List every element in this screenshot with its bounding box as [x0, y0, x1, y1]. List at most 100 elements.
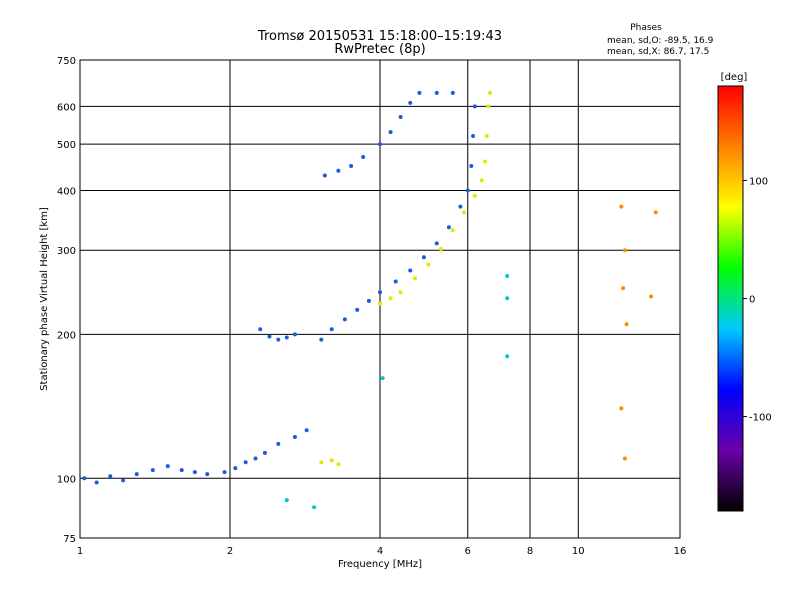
data-point	[412, 276, 417, 281]
data-point	[450, 228, 455, 233]
data-point	[121, 478, 126, 483]
data-point	[408, 100, 413, 105]
data-point	[653, 210, 658, 215]
data-point	[165, 464, 170, 469]
data-point	[462, 210, 467, 215]
data-point	[222, 470, 227, 475]
data-point	[408, 268, 413, 273]
phases-line-o: mean, sd,O: -89.5, 16.9	[607, 36, 714, 46]
y-tick-label: 100	[57, 474, 76, 485]
y-axis-label: Stationary phase Virtual Height [km]	[39, 207, 50, 391]
data-point	[471, 134, 476, 139]
data-point	[292, 332, 297, 337]
data-point	[276, 441, 281, 446]
grid-layer	[79, 59, 681, 539]
data-point	[479, 178, 484, 183]
data-point	[458, 204, 463, 209]
data-point	[284, 498, 289, 503]
phases-heading: Phases	[630, 23, 662, 33]
data-point	[322, 173, 327, 178]
data-point	[483, 159, 488, 164]
y-tick-label: 750	[57, 56, 76, 67]
data-point	[205, 472, 210, 477]
data-point	[361, 155, 366, 160]
data-point	[253, 456, 258, 461]
data-point	[388, 296, 393, 301]
data-point	[619, 204, 624, 209]
colorbar-ticks: 100 0 -100	[743, 176, 772, 424]
data-point	[488, 90, 493, 95]
data-point	[378, 290, 382, 295]
x-tick-label: 8	[527, 546, 533, 557]
data-point	[434, 241, 439, 246]
data-point	[258, 327, 263, 332]
data-point	[319, 460, 324, 465]
y-tick-label: 400	[57, 186, 76, 197]
data-point	[342, 317, 347, 322]
data-point	[355, 307, 360, 312]
data-point	[304, 428, 309, 433]
data-point	[472, 104, 477, 109]
data-point	[82, 476, 87, 481]
data-point	[434, 90, 439, 95]
y-tick-label: 500	[57, 140, 76, 151]
data-point	[192, 470, 197, 475]
data-point	[417, 90, 422, 95]
x-tick-label: 4	[377, 546, 383, 557]
x-tick-label: 10	[572, 546, 585, 557]
data-point	[179, 468, 184, 473]
data-point	[366, 298, 371, 303]
data-point	[380, 376, 385, 381]
data-point	[505, 273, 510, 278]
data-point	[284, 335, 289, 340]
y-tick-label: 200	[57, 330, 76, 341]
colorbar-tick-label: 100	[749, 176, 768, 187]
data-point	[94, 480, 99, 485]
data-point	[262, 450, 267, 455]
data-point	[619, 406, 624, 411]
data-point	[336, 462, 341, 467]
y-tick-label: 600	[57, 102, 76, 113]
data-point	[267, 334, 272, 339]
y-axis: 75 100 200 300 400 500 600 750	[57, 56, 76, 545]
data-point	[426, 262, 431, 267]
data-point	[319, 337, 324, 342]
data-point	[622, 456, 627, 461]
data-point	[472, 193, 477, 198]
x-tick-label: 6	[465, 546, 471, 557]
colorbar	[717, 85, 744, 512]
data-point	[621, 286, 626, 291]
data-point	[276, 337, 281, 342]
phases-line-x: mean, sd,X: 86.7, 17.5	[607, 47, 709, 57]
data-point	[484, 134, 489, 139]
data-point	[398, 114, 403, 119]
data-point	[292, 434, 297, 439]
chart-title: Tromsø 20150531 15:18:00–15:19:43	[257, 29, 502, 44]
chart-subtitle: RwPretec (8p)	[334, 42, 425, 57]
y-tick-label: 300	[57, 246, 76, 257]
x-tick-label: 16	[674, 546, 687, 557]
colorbar-label: [deg]	[721, 72, 748, 83]
data-point	[398, 290, 403, 295]
x-axis-label: Frequency [MHz]	[338, 559, 422, 570]
data-point	[329, 327, 334, 332]
y-tick-label: 75	[63, 534, 76, 545]
data-point	[622, 248, 627, 253]
data-point	[624, 322, 629, 327]
data-point	[450, 90, 455, 95]
data-point	[393, 279, 398, 284]
data-point	[446, 225, 451, 230]
data-point	[438, 246, 443, 251]
data-point	[469, 164, 474, 169]
data-point	[336, 168, 341, 173]
x-axis: 1 2 4 6 8 10 16	[77, 546, 687, 557]
colorbar-tick-label: -100	[749, 413, 772, 424]
data-point	[378, 142, 382, 147]
data-point	[349, 164, 354, 169]
x-tick-label: 2	[227, 546, 233, 557]
x-tick-label: 1	[77, 546, 83, 557]
data-point	[505, 354, 510, 359]
data-point	[150, 468, 155, 473]
data-point	[243, 460, 248, 465]
